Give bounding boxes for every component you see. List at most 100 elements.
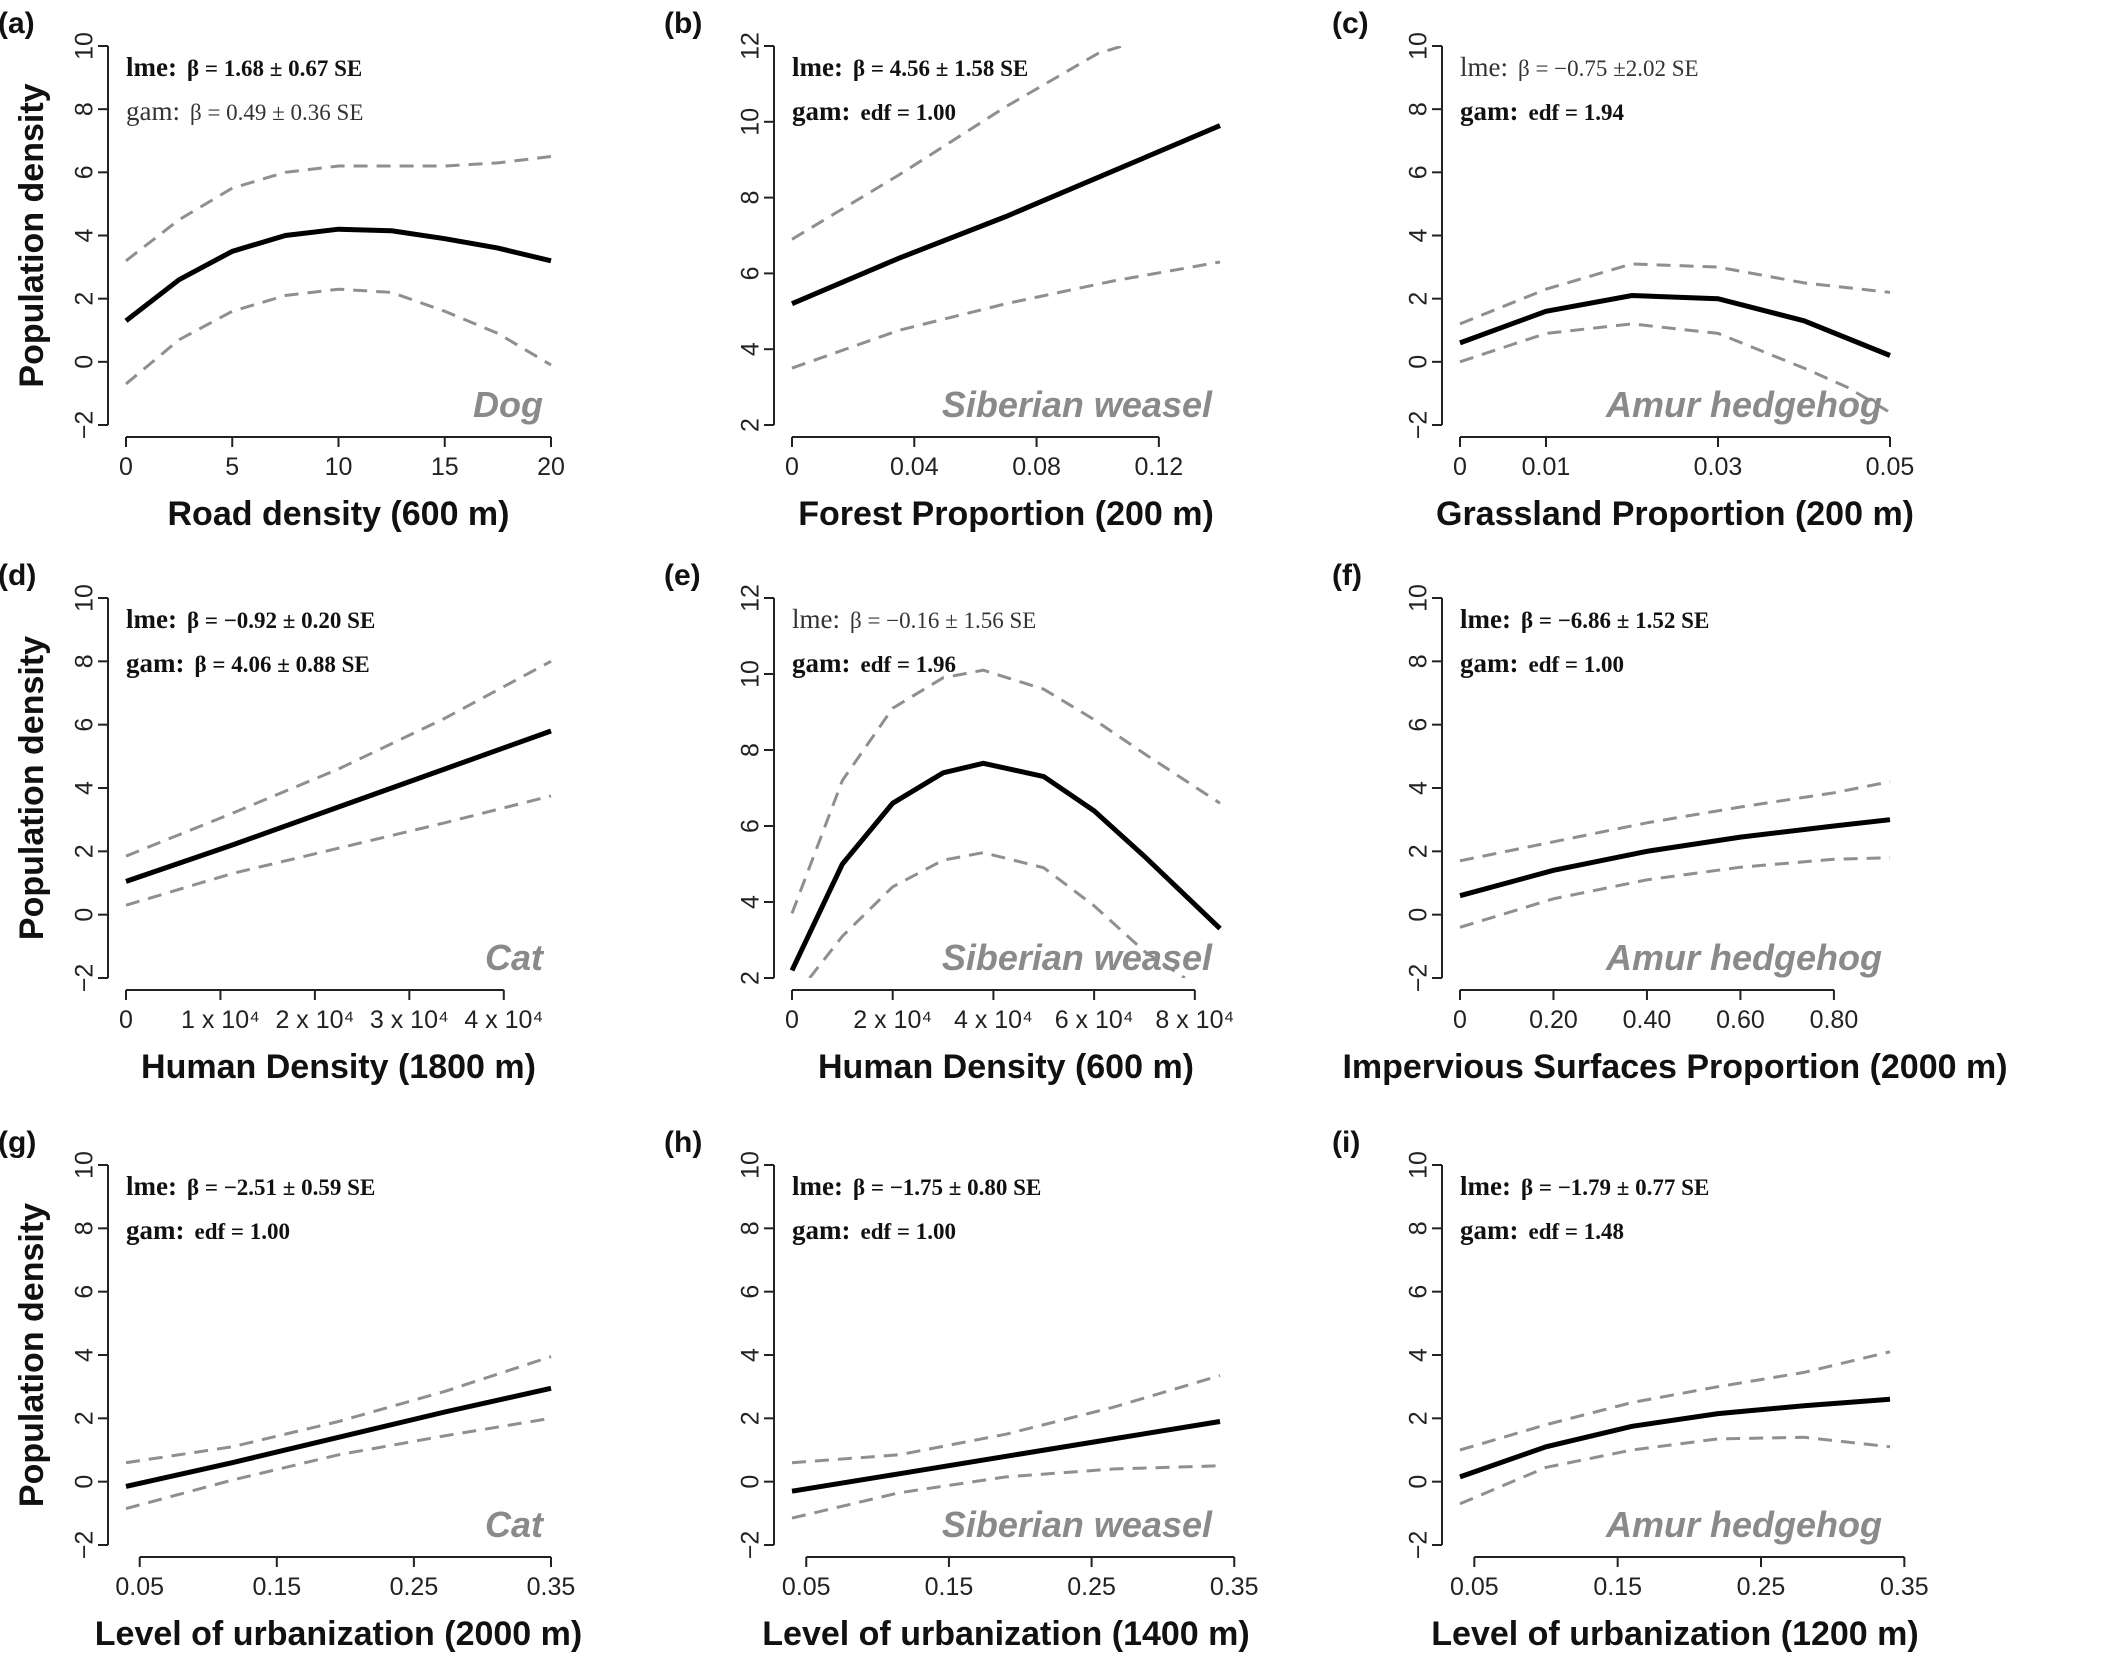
model-statistic: edf = 1.00	[860, 1219, 956, 1244]
x-tick-label: 0.25	[1067, 1573, 1116, 1601]
model-annotation: lme: β = −0.92 ± 0.20 SE	[126, 604, 375, 634]
species-label: Dog	[473, 384, 543, 425]
x-tick-label: 0.35	[527, 1573, 576, 1601]
model-annotation: gam: edf = 1.00	[792, 96, 956, 126]
panel-a: (a) −2 0 2 4 6 8 10 0 5 10 15 20 Road density (600 m)…	[0, 7, 565, 533]
x-tick-label: 0.20	[1529, 1006, 1578, 1034]
model-name: lme:	[126, 604, 177, 634]
y-tick-label: 6	[71, 165, 99, 179]
y-tick-label: 6	[737, 266, 765, 280]
y-tick-label: 4	[71, 1348, 99, 1362]
model-name: lme:	[1460, 1171, 1511, 1201]
lower-ci-line	[791, 260, 1221, 370]
model-statistic: edf = 1.00	[194, 1219, 290, 1244]
y-tick-label: 0	[1405, 1475, 1433, 1489]
model-annotation: lme: β = −0.16 ± 1.56 SE	[792, 604, 1036, 634]
x-axis-title: Level of urbanization (1200 m)	[1431, 1615, 1918, 1653]
x-tick-label: 1 x 10⁴	[181, 1006, 260, 1034]
model-annotation: gam: edf = 1.48	[1460, 1215, 1624, 1245]
model-annotation: gam: edf = 1.94	[1460, 96, 1624, 126]
model-statistic: edf = 1.00	[860, 100, 956, 125]
model-name: gam:	[1460, 648, 1518, 678]
lower-ci-line	[125, 287, 552, 386]
y-tick-label: 0	[1405, 355, 1433, 369]
model-statistic: β = −1.75 ± 0.80 SE	[853, 1175, 1041, 1200]
x-tick-label: 0.35	[1210, 1573, 1259, 1601]
x-tick-label: 2 x 10⁴	[275, 1006, 354, 1034]
y-tick-label: 0	[71, 355, 99, 369]
panel-i: (i) −2 0 2 4 6 8 10 0.05 0.15 0.25 0.35 Level of urb…	[1332, 1126, 1929, 1653]
model-statistic: β = 0.49 ± 0.36 SE	[190, 100, 363, 125]
x-tick-label: 0.05	[1866, 453, 1915, 481]
upper-ci-line	[791, 1374, 1221, 1465]
x-axis-title: Road density (600 m)	[168, 495, 510, 533]
y-tick-label: 6	[1405, 165, 1433, 179]
model-statistic: edf = 1.96	[860, 652, 956, 677]
x-tick-label: 0.08	[1012, 453, 1061, 481]
y-tick-label: 6	[737, 1285, 765, 1299]
panel-letter: (c)	[1332, 7, 1369, 40]
model-name: gam:	[792, 648, 850, 678]
y-tick-label: 4	[71, 228, 99, 242]
y-tick-label: 10	[737, 108, 765, 136]
fitted-line	[789, 760, 1222, 972]
model-annotation: lme: β = −1.75 ± 0.80 SE	[792, 1171, 1041, 1201]
x-axis-title: Level of urbanization (2000 m)	[95, 1615, 582, 1653]
x-tick-label: 0.15	[1593, 1573, 1642, 1601]
panel-g: (g) −2 0 2 4 6 8 10 0.05 0.15 0.25 0.35 Level of urb…	[0, 1126, 582, 1653]
model-annotation: gam: β = 4.06 ± 0.88 SE	[126, 648, 370, 678]
panel-f: (f) −2 0 2 4 6 8 10 0 0.20 0.40 0.60 0.80 Impervious …	[1332, 559, 2008, 1086]
panel-c: (c) −2 0 2 4 6 8 10 0 0.01 0.03 0.05 Grassland Propo…	[1332, 7, 1914, 533]
panel-letter: (g)	[0, 1126, 36, 1159]
lower-ci-line	[1459, 322, 1891, 414]
y-tick-label: 2	[71, 292, 99, 306]
y-tick-label: 4	[71, 781, 99, 795]
y-tick-label: 10	[1405, 32, 1433, 60]
x-tick-label: 0.05	[115, 1573, 164, 1601]
y-tick-label: 8	[71, 102, 99, 116]
species-label: Cat	[485, 937, 545, 978]
x-tick-label: 0	[785, 1006, 799, 1034]
model-name: gam:	[126, 1215, 184, 1245]
x-tick-label: 5	[225, 453, 239, 481]
model-name: gam:	[792, 96, 850, 126]
x-tick-label: 0.40	[1623, 1006, 1672, 1034]
model-name: lme:	[792, 1171, 843, 1201]
panel-letter: (e)	[664, 559, 701, 592]
y-tick-label: 8	[71, 1221, 99, 1235]
y-tick-label: 2	[71, 1411, 99, 1425]
y-tick-label: 4	[1405, 228, 1433, 242]
lower-ci-line	[791, 1464, 1221, 1520]
fitted-line	[124, 226, 552, 323]
y-tick-label: 2	[737, 971, 765, 985]
x-axis-title: Forest Proportion (200 m)	[798, 495, 1214, 533]
fitted-line	[125, 728, 552, 884]
y-tick-label: 4	[1405, 781, 1433, 795]
species-label: Siberian weasel	[942, 384, 1213, 425]
model-name: gam:	[126, 648, 184, 678]
fitted-line	[125, 1385, 552, 1489]
y-axis-title: Population density	[13, 1203, 51, 1507]
upper-ci-line	[791, 46, 1128, 241]
x-tick-label: 0.01	[1522, 453, 1571, 481]
upper-ci-line	[125, 1355, 552, 1465]
x-tick-label: 0.25	[390, 1573, 439, 1601]
y-tick-label: −2	[71, 1531, 99, 1560]
model-annotation: lme: β = 4.56 ± 1.58 SE	[792, 52, 1028, 82]
lower-ci-line	[1459, 856, 1891, 929]
y-tick-label: 2	[71, 844, 99, 858]
y-tick-label: 0	[1405, 908, 1433, 922]
x-tick-label: 0.15	[252, 1573, 301, 1601]
model-name: lme:	[792, 604, 840, 634]
panel-letter: (h)	[664, 1126, 702, 1159]
y-tick-label: 8	[737, 191, 765, 205]
model-name: lme:	[1460, 604, 1511, 634]
y-tick-label: 10	[1405, 1151, 1433, 1179]
y-tick-label: 12	[737, 32, 765, 60]
y-tick-label: 8	[71, 654, 99, 668]
fitted-line	[1459, 1396, 1891, 1480]
y-tick-label: 2	[1405, 1411, 1433, 1425]
x-axis-title: Grassland Proportion (200 m)	[1436, 495, 1914, 533]
model-name: gam:	[1460, 96, 1518, 126]
